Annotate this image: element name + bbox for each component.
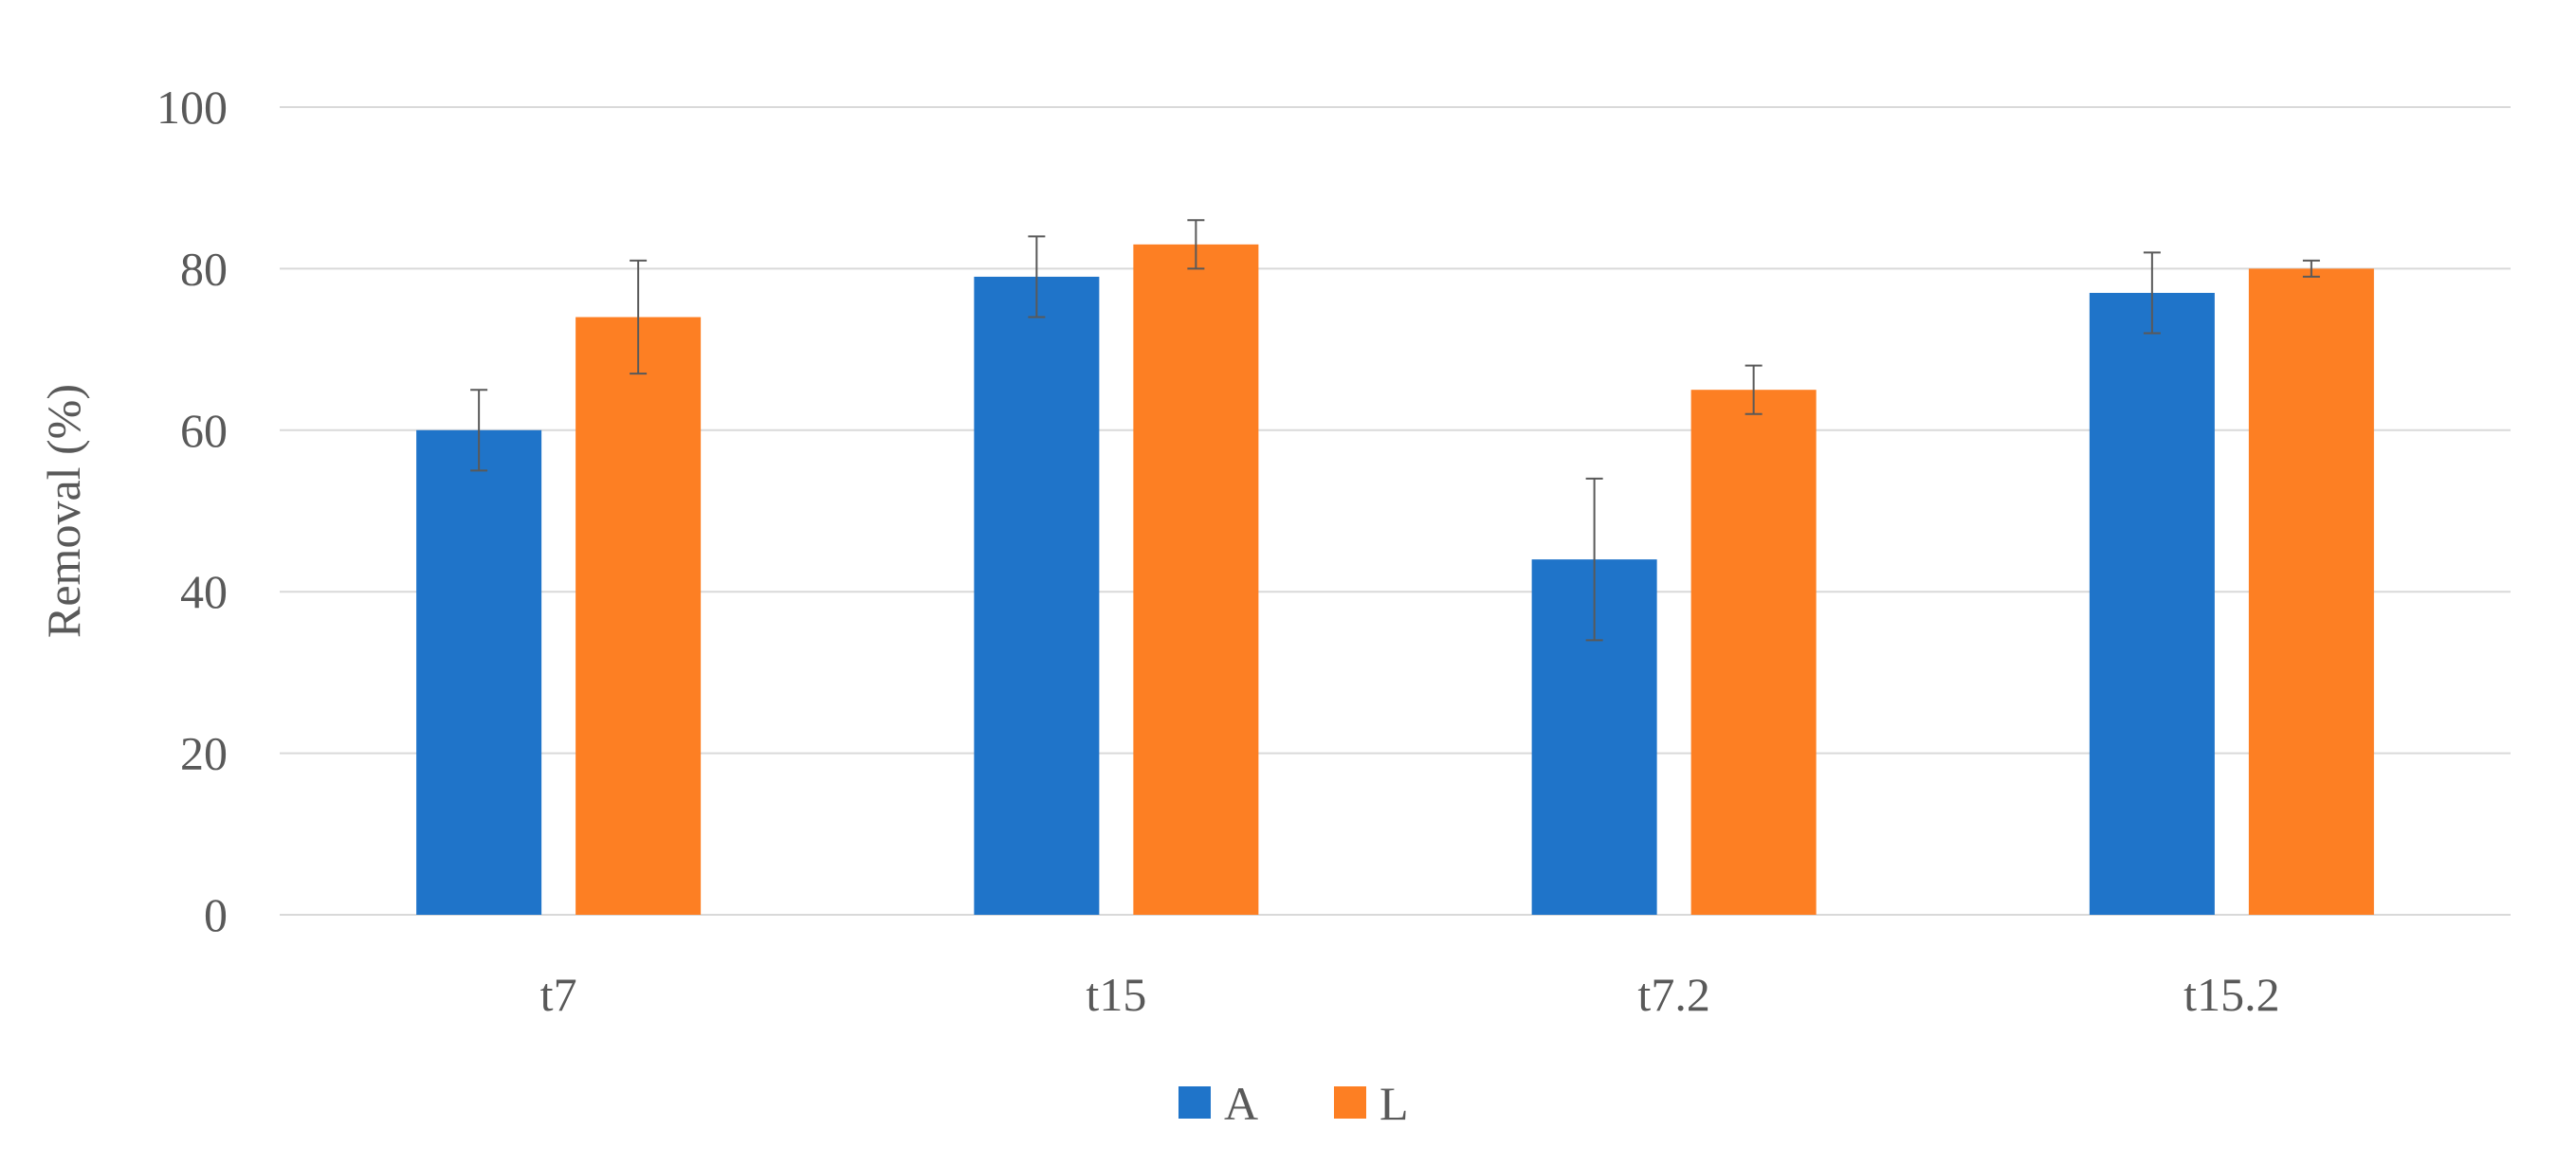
x-axis-ticks: t7 t15 t7.2 t15.2 <box>540 968 2280 1021</box>
y-tick-label: 40 <box>180 565 228 618</box>
x-tick-label: t7 <box>540 968 577 1021</box>
error-bar-A-t15 <box>1028 235 1046 319</box>
bars <box>416 244 2374 916</box>
y-tick-label: 0 <box>204 888 228 941</box>
error-bar-L-t15.2 <box>2302 259 2320 278</box>
y-tick-label: 60 <box>180 404 228 457</box>
legend-item-A: A <box>1178 1077 1258 1130</box>
x-tick-label: t7.2 <box>1637 968 1709 1021</box>
legend-label: L <box>1379 1077 1409 1130</box>
bar-A-t15 <box>974 276 1100 915</box>
y-tick-label: 20 <box>180 727 228 780</box>
y-axis-title: Removal (%) <box>37 384 90 638</box>
error-bar-A-t15.2 <box>2143 251 2161 335</box>
bar-A-t7 <box>416 429 542 915</box>
y-tick-label: 100 <box>156 81 228 134</box>
bar-L-t7 <box>575 317 702 915</box>
bar-L-t15 <box>1133 244 1259 916</box>
bar-L-t7.2 <box>1690 390 1817 915</box>
legend-swatch <box>1178 1086 1211 1119</box>
error-bar-L-t15 <box>1187 219 1205 270</box>
bar-A-t15.2 <box>2089 292 2215 916</box>
legend-label: A <box>1224 1077 1258 1130</box>
error-bar-A-t7 <box>470 389 488 472</box>
error-bar-L-t7 <box>630 259 648 375</box>
legend-swatch <box>1334 1086 1366 1119</box>
y-tick-label: 80 <box>180 242 228 295</box>
bar-L-t15.2 <box>2248 268 2374 915</box>
y-axis-ticks: 0 20 40 60 80 100 <box>156 81 228 941</box>
legend-item-L: L <box>1334 1077 1409 1130</box>
error-bar-L-t7.2 <box>1745 364 1763 415</box>
error-bar-A-t7.2 <box>1585 477 1603 642</box>
x-tick-label: t15.2 <box>2183 968 2279 1021</box>
x-tick-label: t15 <box>1086 968 1146 1021</box>
error-bars <box>470 219 2320 642</box>
